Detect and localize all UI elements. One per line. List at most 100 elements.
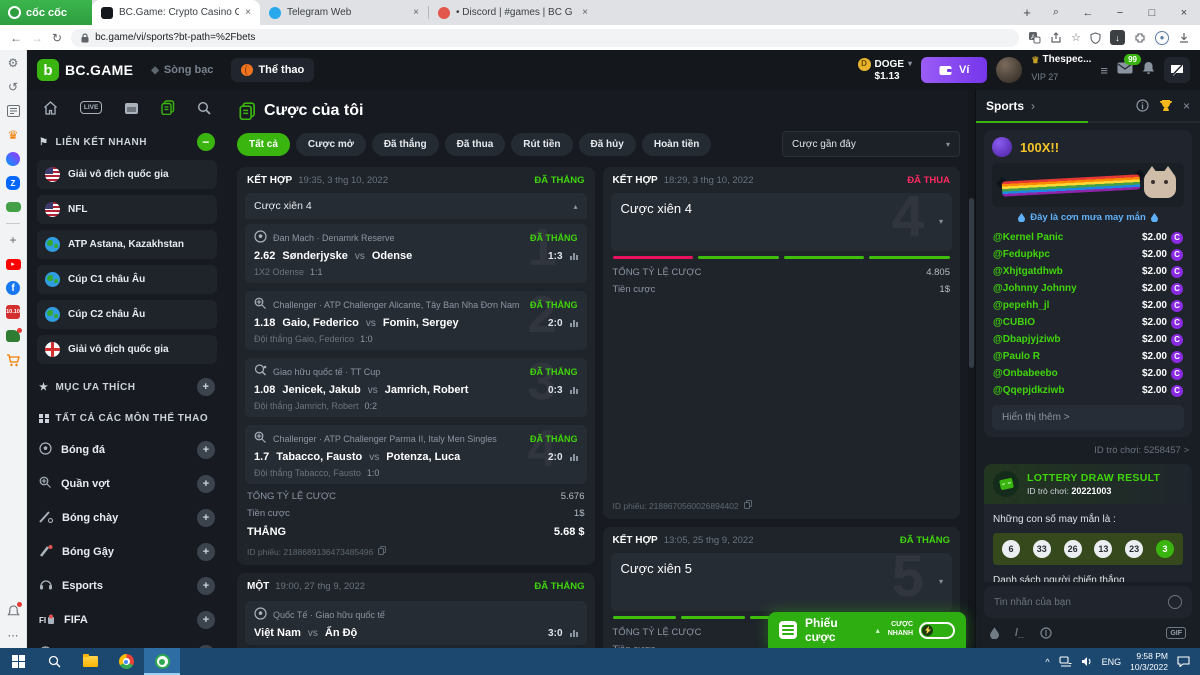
search-tabs-icon[interactable]: ⌕ <box>1052 6 1060 18</box>
profile-icon[interactable]: ● <box>1155 30 1169 45</box>
coccoc-taskbar-icon[interactable] <box>144 648 180 675</box>
sidebar-sport-cricket[interactable]: Bóng Gậy + <box>37 535 217 569</box>
match-stats-icon[interactable] <box>569 629 578 637</box>
extensions-puzzle-icon[interactable] <box>1134 32 1146 44</box>
crown-icon[interactable]: ♛ <box>7 128 19 142</box>
sidebar-quick-link[interactable]: NFL <box>37 195 217 224</box>
combo-bet-title[interactable]: Cược xiên 4 4 ▾ <box>610 193 952 251</box>
filter-pill[interactable]: Cược mở <box>295 132 366 156</box>
notification-bell-icon[interactable] <box>5 602 22 619</box>
close-chat-icon[interactable]: × <box>1182 98 1190 113</box>
filter-pill[interactable]: Tất cả <box>237 132 290 156</box>
winner-name[interactable]: @Johnny Johnny <box>993 283 1077 294</box>
main-scrollbar[interactable] <box>968 90 975 648</box>
expand-sport-button[interactable]: + <box>197 509 215 527</box>
tab-close-icon[interactable]: × <box>582 7 588 18</box>
translate-icon[interactable]: A <box>1028 31 1041 44</box>
coccoc-logo[interactable]: cốc cốc <box>0 0 92 25</box>
youtube-icon[interactable]: ▸ <box>5 256 21 272</box>
facebook-icon[interactable]: f <box>5 280 21 296</box>
chat-toggle-button[interactable] <box>1164 57 1190 83</box>
match-stats-icon[interactable] <box>569 252 578 260</box>
quick-bet[interactable]: CƯỢC NHANH <box>888 621 955 639</box>
settings-icon[interactable]: ⚙ <box>7 56 19 70</box>
expand-sport-button[interactable]: + <box>197 475 215 493</box>
copy-icon[interactable] <box>378 546 387 557</box>
home-icon[interactable] <box>43 100 58 115</box>
my-bets-icon[interactable] <box>161 100 175 115</box>
chat-game-id[interactable]: ID trò chơi: 5258457 > <box>1094 445 1189 456</box>
betslip-button[interactable]: Phiếu cược ▴ CƯỢC NHANH <box>768 612 966 648</box>
tab-close-icon[interactable]: × <box>245 7 251 18</box>
winner-name[interactable]: @Dbapjyjziwb <box>993 334 1061 345</box>
bookmark-star-icon[interactable]: ☆ <box>1071 32 1081 44</box>
share-icon[interactable] <box>1050 31 1062 44</box>
shop-icon[interactable] <box>5 328 22 344</box>
calendar-icon[interactable] <box>124 101 139 115</box>
sort-dropdown[interactable]: Cược gần đây ▾ <box>782 131 960 157</box>
currency-selector[interactable]: D DOGE ▾ $1.13 <box>857 58 912 82</box>
chat-tab-sports[interactable]: Sports <box>986 98 1025 113</box>
close-button[interactable]: × <box>1180 6 1188 19</box>
taskbar-search-icon[interactable] <box>36 648 72 675</box>
back-button[interactable]: ← <box>10 30 22 45</box>
info-icon[interactable] <box>1136 99 1149 112</box>
notifications-button[interactable] <box>1142 61 1155 80</box>
messenger-icon[interactable] <box>5 151 21 167</box>
coinflip-icon[interactable] <box>1040 627 1052 639</box>
tray-expand-icon[interactable]: ^ <box>1045 656 1050 667</box>
volume-icon[interactable] <box>1081 656 1093 667</box>
nav-casino[interactable]: ◆ Sòng bạc <box>141 58 223 82</box>
new-tab-button[interactable]: + <box>1023 5 1031 20</box>
chat-message-input[interactable] <box>994 596 1168 608</box>
history-icon[interactable]: ↺ <box>7 80 19 94</box>
winner-name[interactable]: @Onbabeebo <box>993 368 1058 379</box>
url-field[interactable]: bc.game/vi/sports?bt-path=%2Fbets <box>71 28 1020 47</box>
favorites-header[interactable]: ★ MỤC ƯA THÍCH + <box>37 370 217 405</box>
adblock-shield-icon[interactable] <box>1090 31 1101 44</box>
bcgame-logo[interactable]: b BC.GAME <box>37 59 133 81</box>
sidebar-quick-link[interactable]: ATP Astana, Kazakhstan <box>37 230 217 259</box>
zalo-icon[interactable]: Z <box>5 175 21 191</box>
expand-icon[interactable]: ▾ <box>938 217 943 226</box>
sidebar-sport-esports[interactable]: Esports + <box>37 569 217 603</box>
expand-sport-button[interactable]: + <box>197 441 215 459</box>
emoji-icon[interactable] <box>1168 595 1182 609</box>
chevron-right-icon[interactable]: › <box>1031 98 1036 113</box>
show-more-button[interactable]: Hiển thị thêm > <box>992 405 1184 430</box>
menu-icon[interactable]: ≡ <box>1100 62 1108 78</box>
clock[interactable]: 9:58 PM 10/3/2022 <box>1130 651 1168 672</box>
match-stats-icon[interactable] <box>569 453 578 461</box>
wallet-button[interactable]: Ví <box>921 57 988 83</box>
sidebar-sport-soccer[interactable]: Bóng đá + <box>37 433 217 467</box>
collapse-icon[interactable]: ▴ <box>573 201 578 211</box>
winner-name[interactable]: @pepehh_jl <box>993 300 1050 311</box>
downloads-tray-icon[interactable] <box>1178 32 1190 44</box>
sidebar-quick-link[interactable]: Giải vô địch quốc gia <box>37 160 217 189</box>
expand-icon[interactable]: ▾ <box>938 577 943 586</box>
expand-sport-button[interactable]: + <box>197 577 215 595</box>
action-center-icon[interactable] <box>1177 656 1190 667</box>
winner-name[interactable]: @Paulo R <box>993 351 1040 362</box>
filter-pill[interactable]: Đã thắng <box>371 132 439 156</box>
forward-button[interactable]: → <box>31 30 43 45</box>
cart-icon[interactable] <box>5 352 21 368</box>
user-info[interactable]: ♛ Thespec... VIP 27 <box>1031 54 1091 85</box>
trophy-icon[interactable] <box>1159 99 1173 112</box>
reading-list-icon[interactable] <box>5 103 21 119</box>
minimize-button[interactable]: − <box>1116 6 1124 19</box>
filter-pill[interactable]: Đã thua <box>444 132 506 156</box>
sidebar-sport-basketball[interactable]: Bóng rổ+ <box>37 637 217 648</box>
reload-button[interactable]: ↻ <box>52 30 63 45</box>
tab-history-icon[interactable]: ← <box>1082 6 1094 19</box>
search-icon[interactable] <box>197 101 211 115</box>
expand-sport-button[interactable]: + <box>197 611 215 629</box>
start-button[interactable] <box>0 648 36 675</box>
winner-name[interactable]: @Xhjtgatdhwb <box>993 266 1063 277</box>
copy-icon[interactable] <box>743 500 752 511</box>
winner-name[interactable]: @Fedupkpc <box>993 249 1050 260</box>
commands-icon[interactable]: /_ <box>1015 627 1025 639</box>
sale-badge-icon[interactable]: 10.10 <box>5 304 21 320</box>
filter-pill[interactable]: Đã hủy <box>578 132 636 156</box>
browser-tab[interactable]: • Discord | #games | BC G × <box>429 0 597 25</box>
